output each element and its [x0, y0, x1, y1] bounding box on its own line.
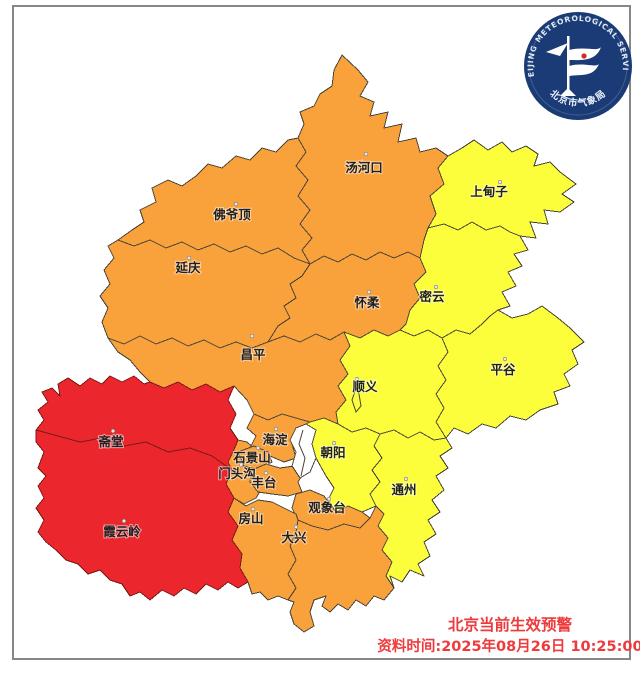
region-chengqu [289, 423, 317, 479]
map-line-shunyi-enclave [351, 386, 362, 414]
station-dot-chaoyang [331, 440, 337, 446]
region-label-haidian: 海淀 [262, 432, 288, 447]
station-dot-fengtai [263, 470, 269, 476]
region-label-shijingshan: 石景山 [232, 450, 271, 465]
region-label-miyun: 密云 [418, 289, 445, 304]
station-dot-xiayunling [121, 518, 127, 524]
station-dot-guanxiangtai [326, 496, 332, 502]
region-label-chaoyang: 朝阳 [320, 445, 345, 460]
region-label-guanxiangtai: 观象台 [308, 500, 346, 515]
station-dot-shangdianzi [497, 179, 503, 185]
station-dot-daxing [293, 524, 299, 530]
logo-inner-ring [528, 16, 628, 116]
footer-datetime: 资料时间:2025年08月26日 10:25:00 [377, 637, 640, 655]
region-tongzhou [369, 429, 453, 589]
station-dot-changping [249, 333, 255, 339]
station-dot-zhaitang [110, 428, 116, 434]
region-label-xiayunling: 霞云岭 [103, 524, 141, 539]
region-xiayunling [35, 429, 249, 601]
station-dot-haidian [273, 426, 279, 432]
region-label-huairou: 怀柔 [354, 295, 380, 310]
region-pinggu [435, 305, 585, 439]
footer-warning-title: 北京当前生效预警 [448, 615, 573, 634]
region-shijingshan [237, 445, 273, 471]
station-dot-tanghekou [363, 151, 369, 157]
region-label-tongzhou: 通州 [391, 482, 416, 497]
station-dot-fangshan [250, 506, 256, 512]
region-label-daxing: 大兴 [281, 530, 307, 545]
region-label-tanghekou: 汤河口 [345, 160, 383, 175]
region-label-fangshan: 房山 [238, 511, 263, 526]
station-dot-mentougou [238, 462, 244, 468]
station-dot-huairou [366, 289, 372, 295]
region-label-shangdianzi: 上甸子 [470, 184, 508, 199]
weather-vane-icon [546, 36, 601, 96]
region-fengtai [249, 463, 305, 497]
station-dot-tongzhou [403, 476, 409, 482]
station-dot-foyeding [233, 201, 239, 207]
region-label-zhaitang: 斋堂 [97, 434, 123, 449]
region-label-yanqing: 延庆 [174, 260, 201, 275]
region-label-changping: 昌平 [240, 347, 266, 362]
station-dot-shijingshan [255, 445, 261, 451]
station-dot-pinggu [502, 356, 508, 362]
region-label-mentougou: 门头沟 [218, 466, 256, 481]
region-label-shunyi: 顺义 [352, 379, 378, 394]
station-dot-shunyi [354, 376, 360, 382]
logo-red-dot [581, 53, 587, 59]
region-label-pinggu: 平谷 [490, 362, 516, 377]
station-dot-miyun [433, 284, 439, 290]
station-dot-yanqing [186, 255, 192, 261]
map-line-chengqu-split [298, 429, 306, 477]
region-label-foyeding: 佛爷顶 [212, 207, 251, 222]
region-label-fengtai: 丰台 [251, 475, 276, 490]
